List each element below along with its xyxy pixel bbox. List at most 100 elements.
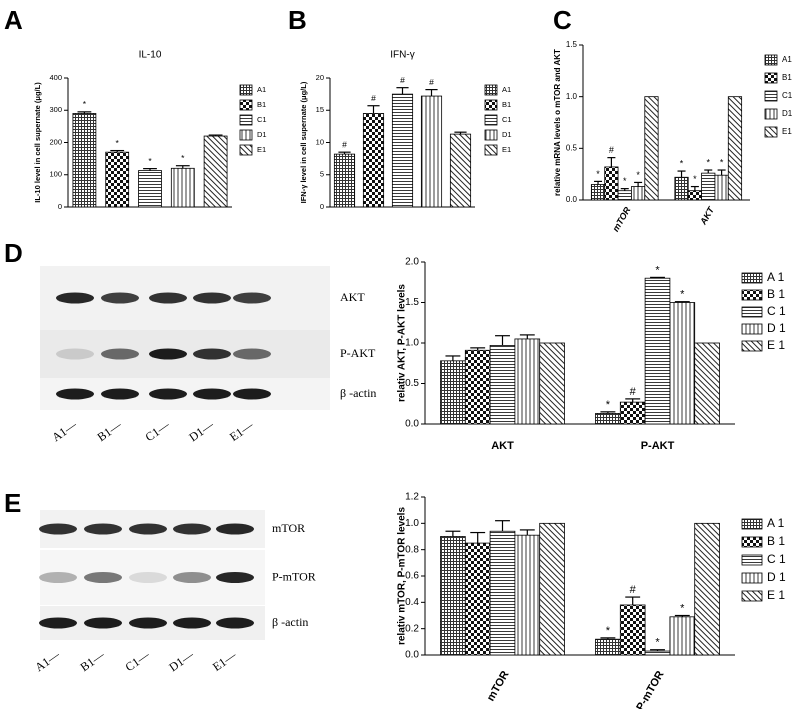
bar xyxy=(420,95,443,208)
significance-mark: * xyxy=(655,637,660,649)
legend-label: B1 xyxy=(502,100,511,109)
significance-mark: * xyxy=(606,399,611,411)
y-tick-label: 20 xyxy=(316,73,324,82)
legend-swatch xyxy=(239,99,253,111)
blot-band xyxy=(129,572,167,583)
legend-label: C 1 xyxy=(767,552,786,566)
bar xyxy=(489,530,516,656)
panel-letter: A xyxy=(4,5,23,35)
bar xyxy=(674,176,689,201)
blot-band xyxy=(173,572,211,583)
legend-label: E1 xyxy=(502,145,511,154)
bar xyxy=(694,522,720,656)
legend-swatch xyxy=(484,99,498,111)
blot-band xyxy=(216,572,254,583)
blot-band xyxy=(173,617,211,629)
legend-swatch xyxy=(741,536,763,548)
bar xyxy=(203,135,228,208)
legend-swatch xyxy=(764,108,778,120)
legend-label: A1 xyxy=(502,85,511,94)
x-tick-label: P-mTOR xyxy=(634,669,666,709)
bar xyxy=(539,522,565,656)
y-tick-label: 5 xyxy=(320,170,324,179)
y-tick-label: 200 xyxy=(49,137,62,146)
lane-label: C1— xyxy=(143,417,173,444)
significance-mark: # xyxy=(630,584,637,596)
bar xyxy=(701,172,716,201)
significance-mark: # xyxy=(630,386,637,398)
x-tick-label: mTOR xyxy=(610,205,632,234)
y-tick-label: 15 xyxy=(316,105,324,114)
bar xyxy=(391,93,414,208)
bar xyxy=(440,536,466,656)
legend-swatch xyxy=(239,114,253,126)
bar xyxy=(170,167,195,208)
bar xyxy=(440,360,466,425)
lane-label: C1— xyxy=(123,647,153,674)
y-tick-label: 300 xyxy=(49,105,62,114)
blot-band xyxy=(149,348,187,360)
bar xyxy=(669,616,696,656)
legend-label: A 1 xyxy=(767,516,785,530)
x-tick-label: mTOR xyxy=(485,669,512,703)
legend-label: C1 xyxy=(502,115,512,124)
legend-swatch xyxy=(484,84,498,96)
bar xyxy=(105,151,130,208)
bar xyxy=(604,166,619,201)
blot-band xyxy=(193,388,231,400)
significance-mark: # xyxy=(371,93,376,103)
bar xyxy=(644,277,671,425)
legend-label: B 1 xyxy=(767,287,785,301)
y-tick-label: 1.0 xyxy=(405,338,419,349)
significance-mark: * xyxy=(693,174,697,184)
legend-label: A1 xyxy=(257,85,266,94)
legend-swatch xyxy=(484,114,498,126)
y-tick-label: 100 xyxy=(49,170,62,179)
y-axis-label: relativ AKT, P-AKT levels xyxy=(397,284,408,402)
lane-label: E1— xyxy=(227,417,257,444)
lane-label: D1— xyxy=(166,647,197,674)
lane-label: E1— xyxy=(210,647,240,674)
blot-band xyxy=(84,523,122,535)
blot-band xyxy=(233,388,271,400)
legend-swatch xyxy=(741,590,763,602)
legend-swatch xyxy=(764,126,778,138)
legend-swatch xyxy=(741,572,763,584)
blot-band xyxy=(84,572,122,583)
significance-mark: * xyxy=(606,625,611,637)
blot-label: β -actin xyxy=(272,615,308,629)
y-tick-label: 0 xyxy=(320,202,324,211)
chart-title: IFN-γ xyxy=(390,50,414,61)
bar xyxy=(464,542,491,656)
x-tick-label: AKT xyxy=(698,204,717,227)
bar xyxy=(644,96,659,201)
significance-mark: * xyxy=(148,156,152,166)
legend-label: D1 xyxy=(257,130,267,139)
lane-label: A1— xyxy=(32,647,63,674)
blot-band xyxy=(101,388,139,400)
lane-label: B1— xyxy=(78,647,108,674)
significance-mark: * xyxy=(680,289,685,301)
legend-swatch xyxy=(239,144,253,156)
blot-band xyxy=(56,348,94,360)
blot-band xyxy=(193,348,231,360)
bar xyxy=(595,638,621,656)
bar xyxy=(514,338,541,425)
significance-mark: * xyxy=(83,99,87,109)
significance-mark: * xyxy=(623,176,627,186)
panel-letter: E xyxy=(4,488,21,518)
y-tick-label: 10 xyxy=(316,137,324,146)
panel-letter: B xyxy=(288,5,307,35)
bar xyxy=(449,133,472,208)
chart-title: IL-10 xyxy=(139,50,162,61)
legend-swatch xyxy=(484,144,498,156)
bar xyxy=(539,342,565,425)
bar xyxy=(464,349,491,425)
legend-label: C 1 xyxy=(767,304,786,318)
bar xyxy=(644,650,671,656)
y-axis-label: IL-10 level in cell supernate (μg/L) xyxy=(33,82,42,203)
bar xyxy=(619,401,646,425)
x-tick-label: AKT xyxy=(491,440,514,452)
y-tick-label: 0.0 xyxy=(405,650,419,661)
blot-band xyxy=(149,388,187,400)
